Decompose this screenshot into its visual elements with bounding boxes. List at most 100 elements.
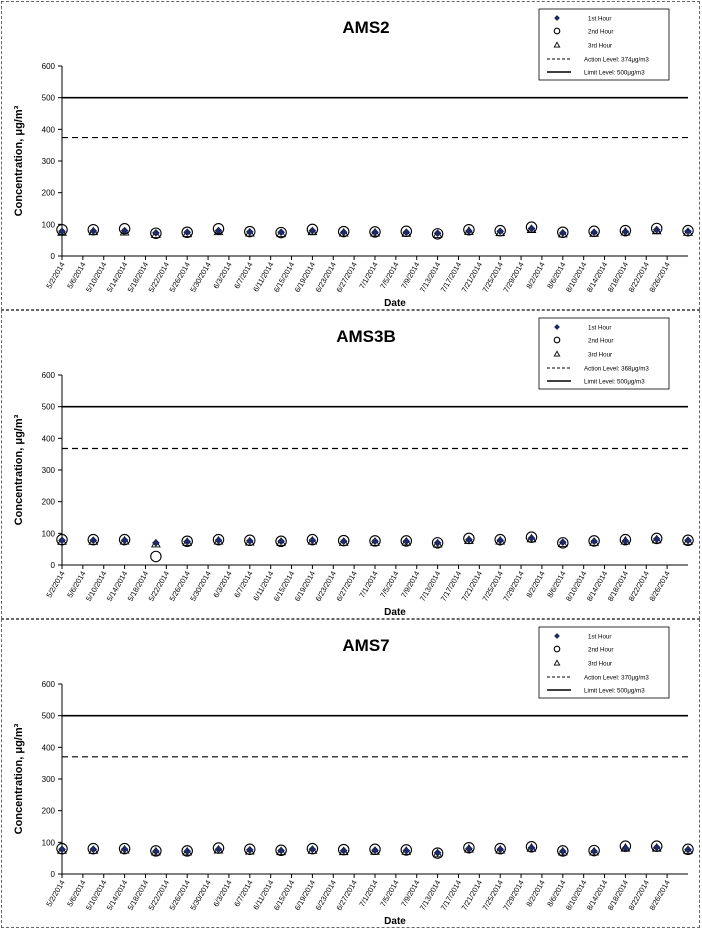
- x-tick-label: 5/6/2014: [65, 570, 87, 600]
- first-hour-point: [89, 845, 98, 854]
- y-tick-label: 100: [42, 220, 56, 229]
- first-hour-point: [465, 227, 473, 235]
- legend-marker-2: [553, 336, 561, 344]
- first-hour-point: [152, 539, 160, 547]
- first-hour-point: [527, 843, 536, 852]
- first-hour-point: [621, 227, 630, 236]
- second-hour-point: [525, 841, 538, 853]
- second-hour-point: [400, 535, 413, 547]
- first-hour-point: [590, 228, 598, 237]
- first-hour-point: [559, 229, 567, 237]
- first-hour-point: [183, 537, 191, 546]
- legend-limit-label: Limit Level: 500μg/m3: [584, 379, 645, 386]
- first-hour-point: [58, 227, 66, 236]
- first-hour-point: [183, 228, 191, 237]
- first-hour-point: [277, 537, 285, 546]
- first-hour-point: [496, 845, 504, 854]
- series-1: [56, 221, 694, 240]
- second-hour-point: [619, 840, 632, 852]
- second-hour-point: [306, 223, 319, 236]
- legend-label: 1st Hour: [588, 16, 611, 23]
- second-hour-point: [463, 223, 475, 236]
- second-hour-point: [87, 533, 100, 546]
- first-hour-point: [339, 228, 348, 237]
- first-hour-point: [496, 536, 504, 545]
- x-tick-label: 5/2/2014: [44, 570, 66, 600]
- second-hour-point: [56, 533, 68, 546]
- first-hour-point: [371, 537, 379, 546]
- x-tick-label: 6/3/2014: [211, 570, 233, 600]
- y-axis-label: Concentration, μg/m³: [13, 723, 25, 834]
- second-hour-point: [150, 550, 162, 563]
- second-hour-point: [557, 845, 569, 857]
- x-tick-label: 8/2/2014: [524, 879, 546, 909]
- legend-marker-3: [553, 659, 561, 666]
- legend-marker-3: [553, 41, 561, 48]
- second-hour-point: [650, 532, 663, 545]
- x-tick-label: 5/2/2014: [44, 879, 66, 909]
- second-hour-point: [56, 223, 68, 236]
- y-tick-label: 0: [51, 870, 56, 879]
- x-tick-label: 8/2/2014: [524, 261, 546, 291]
- second-hour-point: [494, 842, 506, 855]
- second-hour-point: [212, 533, 225, 546]
- second-hour-point: [150, 845, 162, 857]
- second-hour-point: [87, 842, 100, 855]
- first-hour-point: [120, 845, 129, 854]
- legend-marker-2: [553, 645, 561, 653]
- first-hour-point: [496, 227, 504, 236]
- first-hour-point: [246, 537, 254, 545]
- x-tick-label: 5/30/2014: [188, 570, 212, 603]
- second-hour-point: [56, 842, 68, 855]
- y-tick-label: 400: [42, 434, 56, 443]
- series-0: [58, 224, 692, 237]
- legend-action-label: Action Level: 370μg/m3: [584, 675, 649, 682]
- second-hour-point: [337, 843, 350, 856]
- second-hour-point: [588, 535, 600, 547]
- first-hour-point: [527, 224, 536, 233]
- chart-title: AMS3B: [336, 327, 396, 346]
- chart-title: AMS7: [342, 636, 389, 655]
- legend-action-label: Action Level: 374μg/m3: [584, 57, 649, 64]
- second-hour-point: [212, 842, 225, 854]
- x-tick-label: 7/5/2014: [378, 879, 400, 909]
- x-tick-label: 5/30/2014: [188, 261, 212, 294]
- legend-marker-3: [553, 350, 561, 357]
- second-hour-point: [588, 225, 600, 238]
- y-tick-label: 400: [42, 743, 56, 752]
- first-hour-point: [652, 843, 661, 852]
- x-tick-label: 7/9/2014: [399, 261, 421, 291]
- y-axis-label: Concentration, μg/m³: [13, 105, 25, 216]
- legend-label: 1st Hour: [588, 634, 611, 641]
- chart-ams7: AMS7 0 100 200 300 400 500 600 Concentration, μg…: [13, 626, 694, 927]
- first-hour-point: [590, 847, 598, 855]
- second-hour-point: [369, 535, 381, 547]
- second-hour-point: [400, 225, 413, 238]
- second-hour-point: [306, 533, 319, 546]
- first-hour-point: [402, 228, 411, 237]
- first-hour-point: [465, 844, 473, 853]
- second-hour-point: [431, 228, 444, 240]
- second-hour-point: [337, 534, 350, 547]
- second-hour-point: [275, 535, 287, 548]
- first-hour-point: [183, 847, 191, 855]
- legend-marker-1: [554, 633, 560, 639]
- first-hour-point: [214, 845, 223, 854]
- y-tick-label: 100: [42, 838, 56, 847]
- y-tick-label: 200: [42, 189, 56, 198]
- y-tick-label: 200: [42, 807, 56, 816]
- second-hour-point: [557, 226, 569, 239]
- second-hour-point: [682, 843, 694, 856]
- y-tick-label: 400: [42, 125, 56, 134]
- legend-label: 3rd Hour: [588, 352, 612, 359]
- x-tick-label: 6/3/2014: [211, 261, 233, 291]
- legend-marker-1: [554, 15, 560, 21]
- first-hour-point: [371, 846, 379, 855]
- first-hour-point: [89, 227, 98, 235]
- chart-ams3b: AMS3B 0 100 200 300 400 500 600 Concentration, μ…: [13, 317, 694, 618]
- second-hour-point: [306, 842, 319, 855]
- second-hour-point: [150, 227, 162, 239]
- x-tick-label: 7/29/2014: [501, 570, 525, 603]
- first-hour-point: [89, 536, 98, 545]
- x-axis-label: Date: [384, 916, 406, 927]
